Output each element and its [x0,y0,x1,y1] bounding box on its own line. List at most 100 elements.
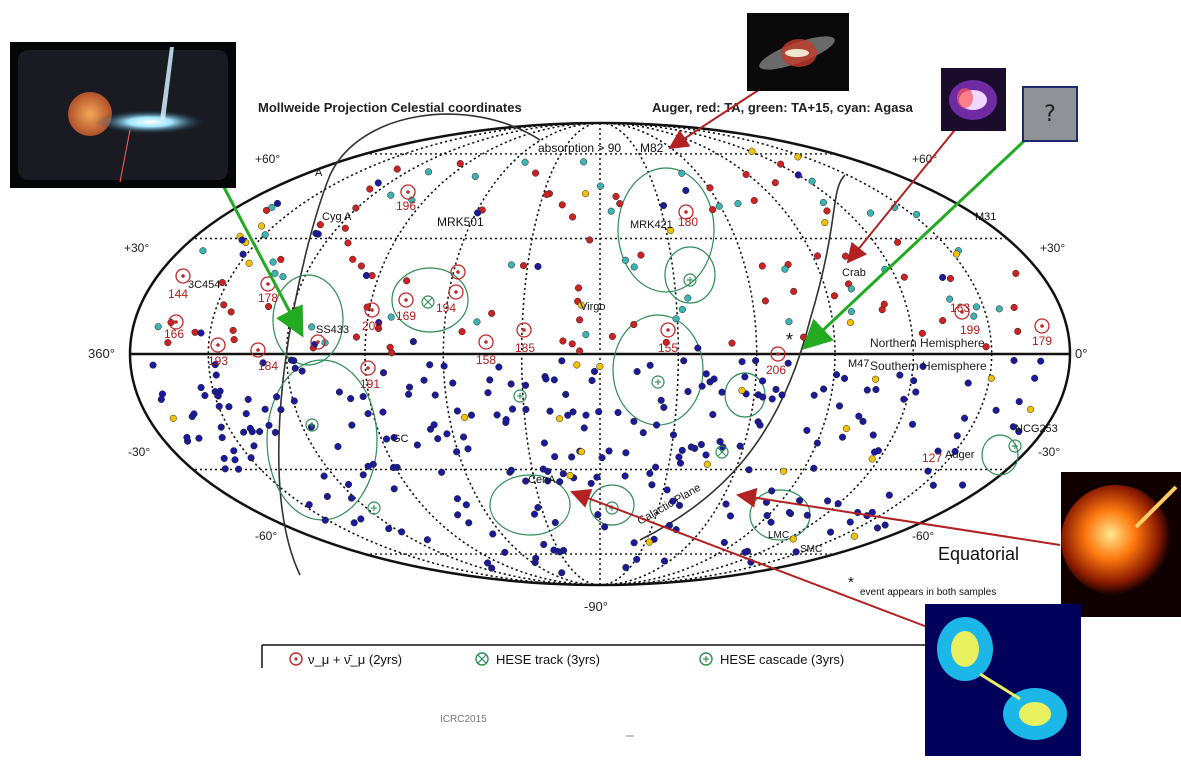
source-label-ncg253: NCG253 [1015,423,1058,435]
event-dot [305,501,313,509]
event-dot [220,301,228,309]
event-dot [1009,423,1017,431]
event-dot [748,147,756,155]
event-dot [995,305,1003,313]
event-dot [393,165,401,173]
event-dot [582,190,590,198]
event-dot [164,339,172,347]
event-dot [1012,269,1020,277]
event-dot [827,528,835,536]
event-dot [291,364,299,372]
event-dot [462,501,470,509]
note-asterisk: * [848,574,854,591]
event-dot [250,442,258,450]
event-dot [221,465,229,473]
m82-galaxy-image [747,13,849,91]
event-dot [566,471,574,480]
event-dot [467,411,476,419]
event-dot [308,323,316,331]
event-dot [645,538,653,546]
neutrino-marker-center [370,308,374,312]
event-dot [778,391,786,399]
event-dot [265,421,273,429]
event-dot [652,463,660,471]
event-dot [352,204,360,212]
event-dot [279,273,287,281]
event-dot [190,410,198,418]
event-dot [316,221,324,229]
event-dot [357,515,365,523]
event-dot [768,395,776,403]
event-dot [667,226,675,234]
event-dot [231,456,239,464]
event-dot [424,168,433,176]
event-dot [543,190,551,199]
event-dot [576,347,584,355]
event-dot [269,258,277,266]
arrow-agn-to-ss433 [216,175,304,338]
event-dot [608,332,616,340]
event-id-label: 200 [362,319,382,333]
event-dot [872,385,880,394]
event-dot [846,319,854,327]
event-dot [464,445,472,453]
event-dot [588,376,596,385]
event-dot [863,386,871,394]
source-label-mrk421: MRK421 [630,219,673,231]
lat-label-minus30-left: -30° [128,445,150,459]
event-dot [382,435,391,443]
neutrino-marker [210,337,226,353]
event-dot [678,305,686,314]
event-dot [794,153,802,161]
event-dot [229,326,237,334]
neutrino-marker [175,268,191,284]
event-dot [982,343,990,351]
lat-label-minus90: -90° [584,599,608,614]
source-label-virgo: Virgo [580,301,605,313]
neutrino-marker-center [174,320,178,324]
event-dot [871,448,879,456]
event-dot [752,357,760,365]
event-id-label: 158 [476,353,496,367]
event-dot [507,466,515,474]
event-dot [273,393,281,401]
event-dot [847,285,855,293]
event-dot [593,473,601,481]
event-dot [562,390,570,398]
event-dot [1015,427,1023,436]
neutrino-marker [770,346,786,362]
event-dot [484,559,492,567]
event-dot [507,261,516,269]
event-dot [758,262,766,270]
event-id-label: 144 [168,287,188,301]
event-dot [461,413,469,421]
event-dot [726,512,735,520]
event-dot [1015,398,1023,406]
event-dot [344,239,352,247]
event-dot [873,524,882,532]
event-dot [558,569,566,577]
event-dot [780,467,788,475]
event-dot [715,202,723,210]
event-dot [564,411,572,419]
event-dot [577,301,585,309]
event-dot [750,196,758,205]
event-dot [341,224,349,232]
event-dot [240,428,248,436]
event-dot [952,250,961,258]
neutrino-marker-center [684,210,688,214]
neutrino-marker-center [666,328,670,332]
event-dot [271,428,279,436]
event-id-label: 194 [436,301,456,315]
event-dot [785,509,793,517]
hese-marker [683,273,697,287]
event-dot [555,415,564,423]
hese-marker [513,389,527,403]
event-dot [961,414,969,422]
galactic-plane-left [278,113,541,576]
source-label-m47: M47 [848,358,869,370]
event-dot [183,433,191,441]
event-dot [191,328,199,336]
event-dot [919,362,927,370]
event-dot [598,454,606,462]
